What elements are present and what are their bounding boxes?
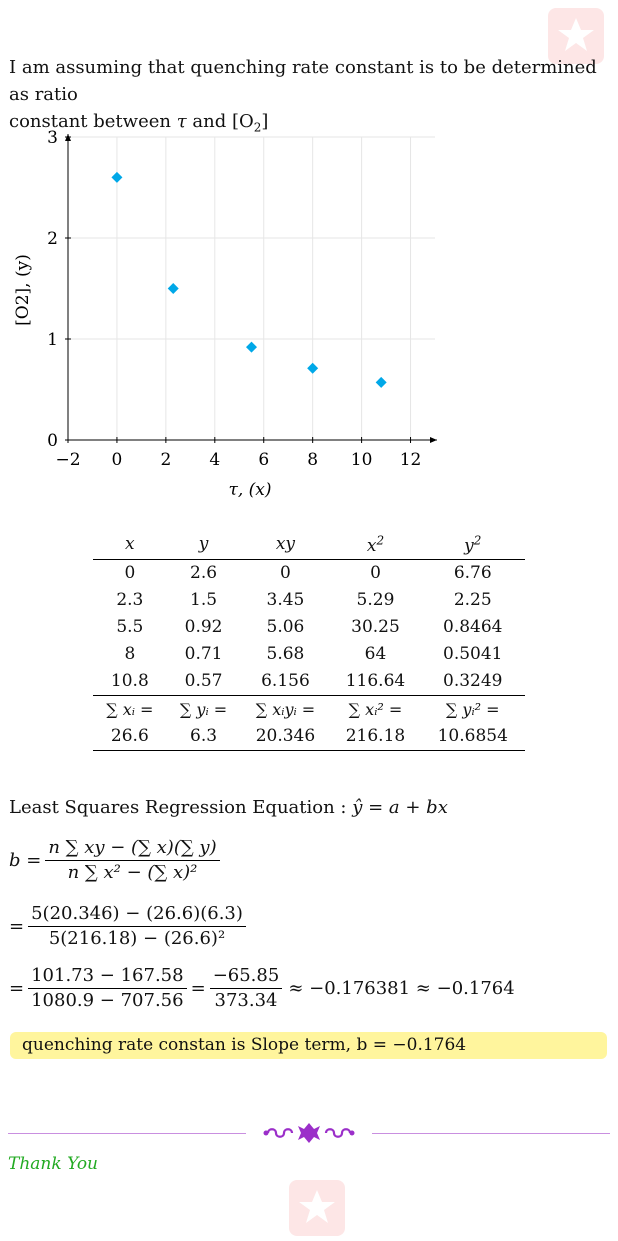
x-tick-label: 6 [258, 450, 269, 470]
table-row: 10.8 0.57 6.156 116.64 0.3249 [93, 668, 525, 696]
table-cell: 6.156 [261, 671, 310, 692]
table-cell: 0 [280, 563, 291, 584]
y-tick-label: 2 [47, 229, 58, 249]
x-tick-label: −2 [55, 450, 80, 470]
table-cell: 10.8 [110, 671, 149, 692]
header-y2: y2 [420, 530, 525, 560]
table-cell: 5.06 [266, 617, 305, 638]
calc-fraction-2: −65.85 373.34 [209, 964, 283, 1013]
x-tick-label: 2 [160, 450, 171, 470]
y-tick-label: 1 [47, 330, 58, 350]
data-point [111, 171, 123, 183]
x-tick-label: 8 [307, 450, 318, 470]
table-cell: 5.68 [266, 644, 305, 665]
data-point [246, 341, 257, 353]
table-cell: 5.5 [116, 617, 144, 638]
table-cell: 30.25 [351, 617, 400, 638]
table-row: 2.3 1.5 3.45 5.29 2.25 [93, 587, 525, 614]
intro-line-2: constant between τ and [O2] [9, 111, 269, 135]
table-cell: 2.25 [453, 590, 492, 611]
ornament-icon [263, 1123, 355, 1143]
table-cell: 0.8464 [443, 617, 503, 638]
sum-value-row: 26.6 6.3 20.346 216.18 10.6854 [93, 722, 525, 751]
table-row: 8 0.71 5.68 64 0.5041 [93, 641, 525, 668]
sum-label: ∑ xᵢ = [93, 694, 167, 723]
table-cell: 6.76 [453, 563, 492, 584]
table-cell: 0.5041 [443, 644, 503, 665]
header-xy: xy [240, 530, 331, 560]
thank-you-text: Thank You [8, 1154, 99, 1174]
table-cell: 116.64 [345, 671, 406, 692]
table-cell: 64 [364, 644, 387, 665]
calc-fraction-1: 101.73 − 167.58 1080.9 − 707.56 [28, 964, 187, 1013]
chart-grid [67, 136, 435, 441]
table-row: 0 2.6 0 0 6.76 [93, 559, 525, 587]
y-tick-label: 3 [47, 128, 58, 148]
watermark-logo-bottom [289, 1180, 345, 1236]
divider-right [372, 1133, 610, 1134]
sum-label-row: ∑ xᵢ = ∑ yᵢ = ∑ xᵢyᵢ = ∑ xᵢ² = ∑ yᵢ² = [93, 694, 525, 723]
chart-points [111, 171, 387, 388]
sum-label: ∑ yᵢ = [166, 694, 241, 723]
b-calculation: = 101.73 − 167.58 1080.9 − 707.56 = −65.… [9, 964, 515, 1013]
x-tick-label: 12 [400, 450, 422, 470]
sum-value: 6.3 [166, 722, 241, 751]
sum-value: 20.346 [240, 722, 331, 751]
divider-left [8, 1133, 246, 1134]
header-x2: x2 [330, 530, 421, 560]
x-tick-label: 4 [209, 450, 220, 470]
header-x: x [93, 530, 167, 560]
b-formula-fraction: n ∑ xy − (∑ x)(∑ y) n ∑ x² − (∑ x)² [45, 836, 220, 885]
x-tick-label: 0 [112, 450, 123, 470]
intro-line-1: I am assuming that quenching rate consta… [9, 57, 597, 105]
table-cell: 0.71 [184, 644, 223, 665]
table-cell: 1.5 [190, 590, 218, 611]
table-cell: 0 [124, 563, 136, 584]
regression-title: Least Squares Regression Equation : ŷ = … [9, 797, 448, 818]
x-tick-label: 10 [351, 450, 373, 470]
table-cell: 2.3 [116, 590, 144, 611]
sum-value: 10.6854 [420, 722, 525, 751]
sum-label: ∑ yᵢ² = [420, 694, 525, 723]
y-tick-label: 0 [47, 431, 58, 451]
table-cell: 0.57 [184, 671, 223, 692]
sum-value: 26.6 [93, 722, 167, 751]
table-cell: 0.92 [184, 617, 223, 638]
table-cell: 5.29 [356, 590, 395, 611]
data-point [167, 283, 179, 294]
answer-highlight [10, 1032, 607, 1059]
header-y: y [166, 530, 241, 560]
data-point [375, 376, 387, 388]
watermark-logo-top [548, 8, 604, 64]
b-substitution: = 5(20.346) − (26.6)(6.3) 5(216.18) − (2… [9, 902, 246, 951]
data-table: x y xy x2 y2 0 2.6 0 0 6.76 2.3 1.5 3.45 5.29 2.2… [93, 530, 525, 751]
answer-text: quenching rate constan is Slope term, b … [22, 1035, 467, 1055]
table-cell: 2.6 [190, 563, 218, 584]
data-point [307, 362, 319, 374]
intro-paragraph: I am assuming that quenching rate consta… [9, 54, 614, 142]
table-cell: 3.45 [266, 590, 305, 611]
y-axis-label: [O2], (y) [13, 254, 33, 326]
sum-label: ∑ xᵢ² = [330, 694, 421, 723]
table-cell: 8 [124, 644, 136, 665]
table-cell: 0 [370, 563, 381, 584]
table-header-row: x y xy x2 y2 [93, 530, 525, 560]
chart-axes [65, 134, 437, 443]
substitution-fraction: 5(20.346) − (26.6)(6.3) 5(216.18) − (26.… [28, 902, 246, 951]
table-cell: 0.3249 [443, 671, 503, 692]
sum-value: 216.18 [330, 722, 421, 751]
x-axis-arrow [430, 437, 437, 443]
table-row: 5.5 0.92 5.06 30.25 0.8464 [93, 614, 525, 641]
b-formula: b = n ∑ xy − (∑ x)(∑ y) n ∑ x² − (∑ x)² [9, 836, 220, 885]
sum-label: ∑ xᵢyᵢ = [240, 694, 331, 723]
x-axis-label: τ, (x) [228, 480, 271, 500]
